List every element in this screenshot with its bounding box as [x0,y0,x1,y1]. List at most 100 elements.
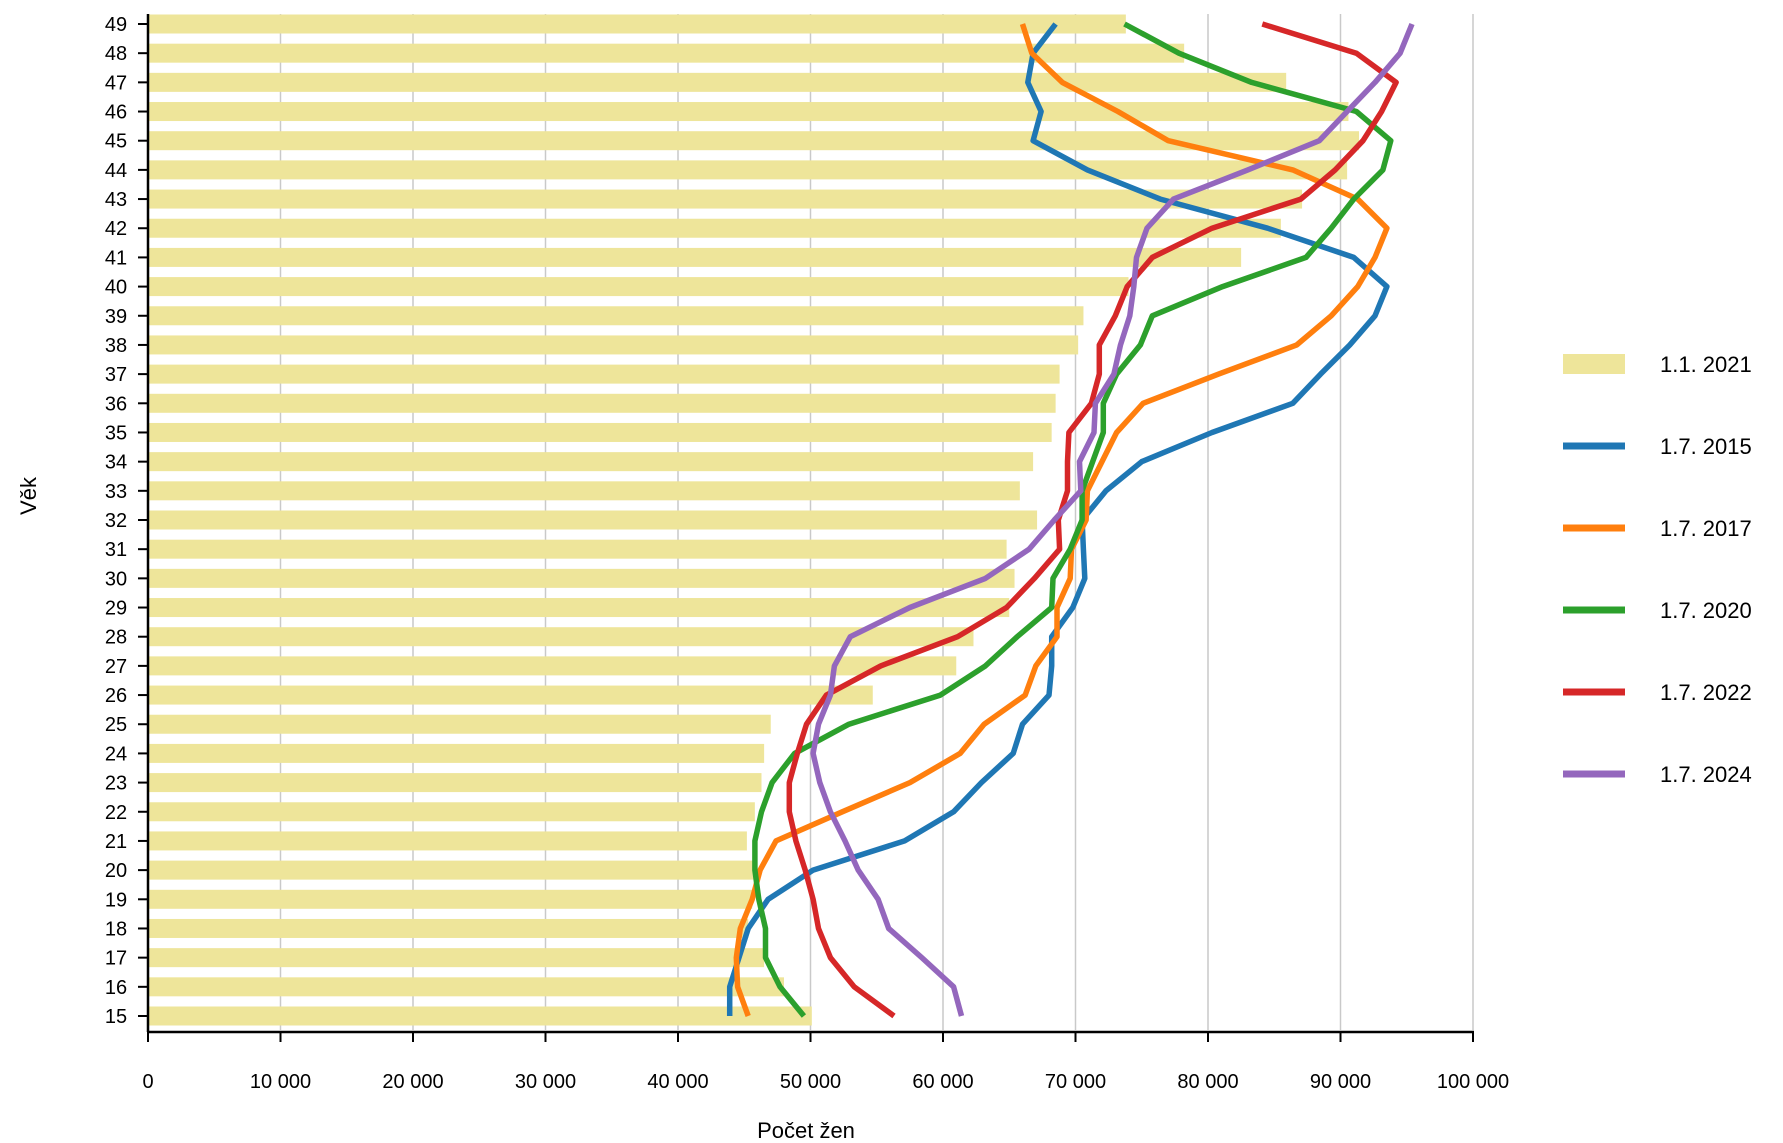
y-tick-label: 17 [105,948,127,970]
y-tick-label: 19 [105,889,127,911]
y-tick-label: 18 [105,918,127,940]
line-series-2 [733,23,1390,1017]
x-tick-label: 70 000 [1045,1071,1106,1093]
legend-label: 1.7. 2022 [1660,680,1752,705]
bar-age-17 [148,948,765,968]
bar-age-23 [148,773,762,793]
legend-label: 1.7. 2017 [1660,516,1752,541]
y-tick-label: 47 [105,72,127,94]
bar-age-47 [148,72,1287,92]
bar-age-16 [148,977,784,997]
bar-age-18 [148,918,749,938]
bar-age-15 [148,1006,812,1026]
y-axis-title: Věk [16,476,41,515]
bar-age-30 [148,568,1015,588]
y-tick-label: 24 [105,743,127,765]
bar-age-45 [148,131,1360,151]
bar-age-29 [148,598,1010,618]
bar-age-33 [148,481,1020,501]
y-tick-label: 25 [105,714,127,736]
x-tick-label: 20 000 [382,1071,443,1093]
bar-age-44 [148,160,1348,180]
y-tick-label: 45 [105,131,127,153]
y-tick-labels: 15 16 17 18 19 20 21 22 23 24 25 26 27 28 29 30 31 32 33 34… [105,14,127,1028]
bar-series [148,14,1360,1026]
bar-age-41 [148,247,1242,267]
x-tick-label: 100 000 [1437,1071,1509,1093]
y-tick-label: 23 [105,773,127,795]
y-tick-label: 20 [105,860,127,882]
bar-age-26 [148,685,873,705]
axes [138,14,1474,1042]
bar-age-42 [148,218,1281,238]
bar-age-19 [148,889,753,909]
y-tick-label: 34 [105,452,127,474]
x-axis-title: Počet žen [757,1118,855,1143]
legend-label: 1.1. 2021 [1660,352,1752,377]
x-tick-labels: 0 10 000 20 000 30 000 40 000 50 000 60 000 70 … [142,1071,1509,1093]
x-tick-label: 50 000 [780,1071,841,1093]
y-tick-label: 48 [105,43,127,65]
bar-age-20 [148,860,754,880]
line-series-5 [810,22,1415,1017]
bar-age-39 [148,306,1084,326]
y-tick-label: 30 [105,568,127,590]
y-tick-label: 36 [105,393,127,415]
y-tick-label: 38 [105,335,127,357]
y-tick-label: 28 [105,627,127,649]
y-tick-label: 15 [105,1006,127,1028]
line-series-group [726,21,1415,1019]
x-tick-label: 40 000 [647,1071,708,1093]
line-series-3 [752,21,1394,1018]
bar-age-27 [148,656,957,676]
y-tick-label: 21 [105,831,127,853]
legend-label: 1.7. 2020 [1660,598,1752,623]
y-tick-label: 43 [105,189,127,211]
y-tick-label: 44 [105,160,127,182]
bar-age-34 [148,452,1034,472]
y-tick-label: 29 [105,598,127,620]
y-tick-label: 33 [105,481,127,503]
legend-label: 1.7. 2024 [1660,762,1752,787]
bar-age-24 [148,743,765,763]
bar-age-28 [148,627,974,647]
y-tick-label: 22 [105,802,127,824]
x-tick-label: 0 [142,1071,153,1093]
bar-age-49 [148,14,1126,34]
bar-age-32 [148,510,1038,530]
bar-age-43 [148,189,1303,209]
line-series-4 [786,21,1399,1019]
x-tick-label: 80 000 [1177,1071,1238,1093]
bar-age-46 [148,102,1349,122]
legend-label: 1.7. 2015 [1660,434,1752,459]
y-tick-label: 31 [105,539,127,561]
y-tick-label: 42 [105,218,127,240]
y-tick-label: 37 [105,364,127,386]
x-tick-label: 30 000 [515,1071,576,1093]
x-tick-label: 60 000 [912,1071,973,1093]
legend: 1.1. 2021 1.7. 2015 1.7. 2017 1.7. 2020 1.7.… [1563,352,1752,787]
bar-age-31 [148,539,1007,559]
bar-age-38 [148,335,1079,355]
bar-age-25 [148,714,771,734]
y-tick-label: 46 [105,102,127,124]
x-tick-label: 90 000 [1310,1071,1371,1093]
bar-age-36 [148,393,1056,413]
y-tick-label: 32 [105,510,127,532]
bar-age-35 [148,422,1052,442]
bar-age-48 [148,43,1185,63]
y-tick-label: 27 [105,656,127,678]
y-tick-label: 16 [105,977,127,999]
y-tick-label: 26 [105,685,127,707]
y-tick-label: 39 [105,306,127,328]
x-tick-label: 10 000 [250,1071,311,1093]
y-tick-label: 35 [105,422,127,444]
legend-swatch [1563,354,1625,374]
y-tick-label: 49 [105,14,127,36]
y-tick-label: 41 [105,247,127,269]
bar-age-22 [148,802,755,822]
bar-age-40 [148,277,1129,297]
y-tick-label: 40 [105,277,127,299]
bar-age-21 [148,831,747,851]
